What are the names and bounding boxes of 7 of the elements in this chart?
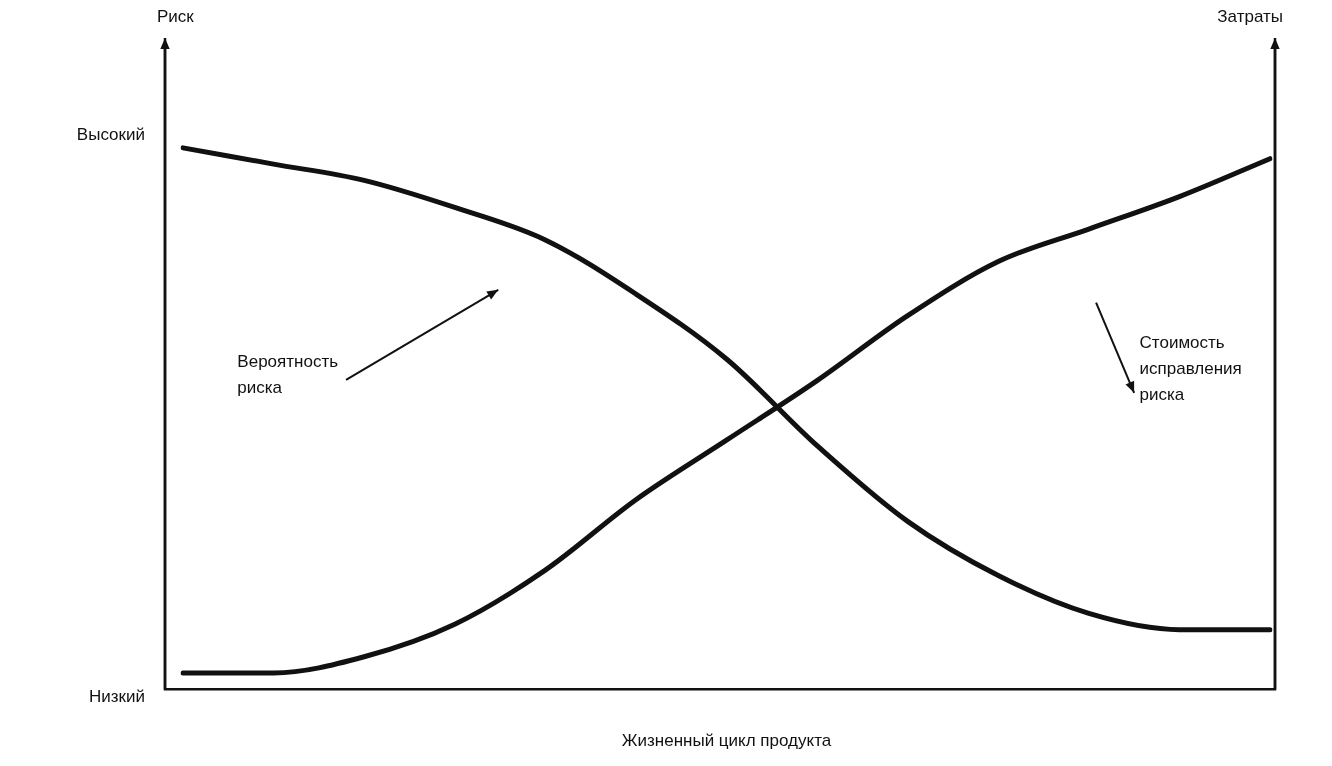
- text: Затраты: [1217, 7, 1283, 26]
- text: Низкий: [89, 687, 145, 706]
- x-axis-title: Жизненный цикл продукта: [621, 731, 832, 751]
- annotation: Вероятность риска: [237, 352, 339, 398]
- annotation: Стоимость исправления риска: [1139, 332, 1242, 404]
- text: Риск: [157, 7, 195, 26]
- text: Высокий: [76, 125, 145, 144]
